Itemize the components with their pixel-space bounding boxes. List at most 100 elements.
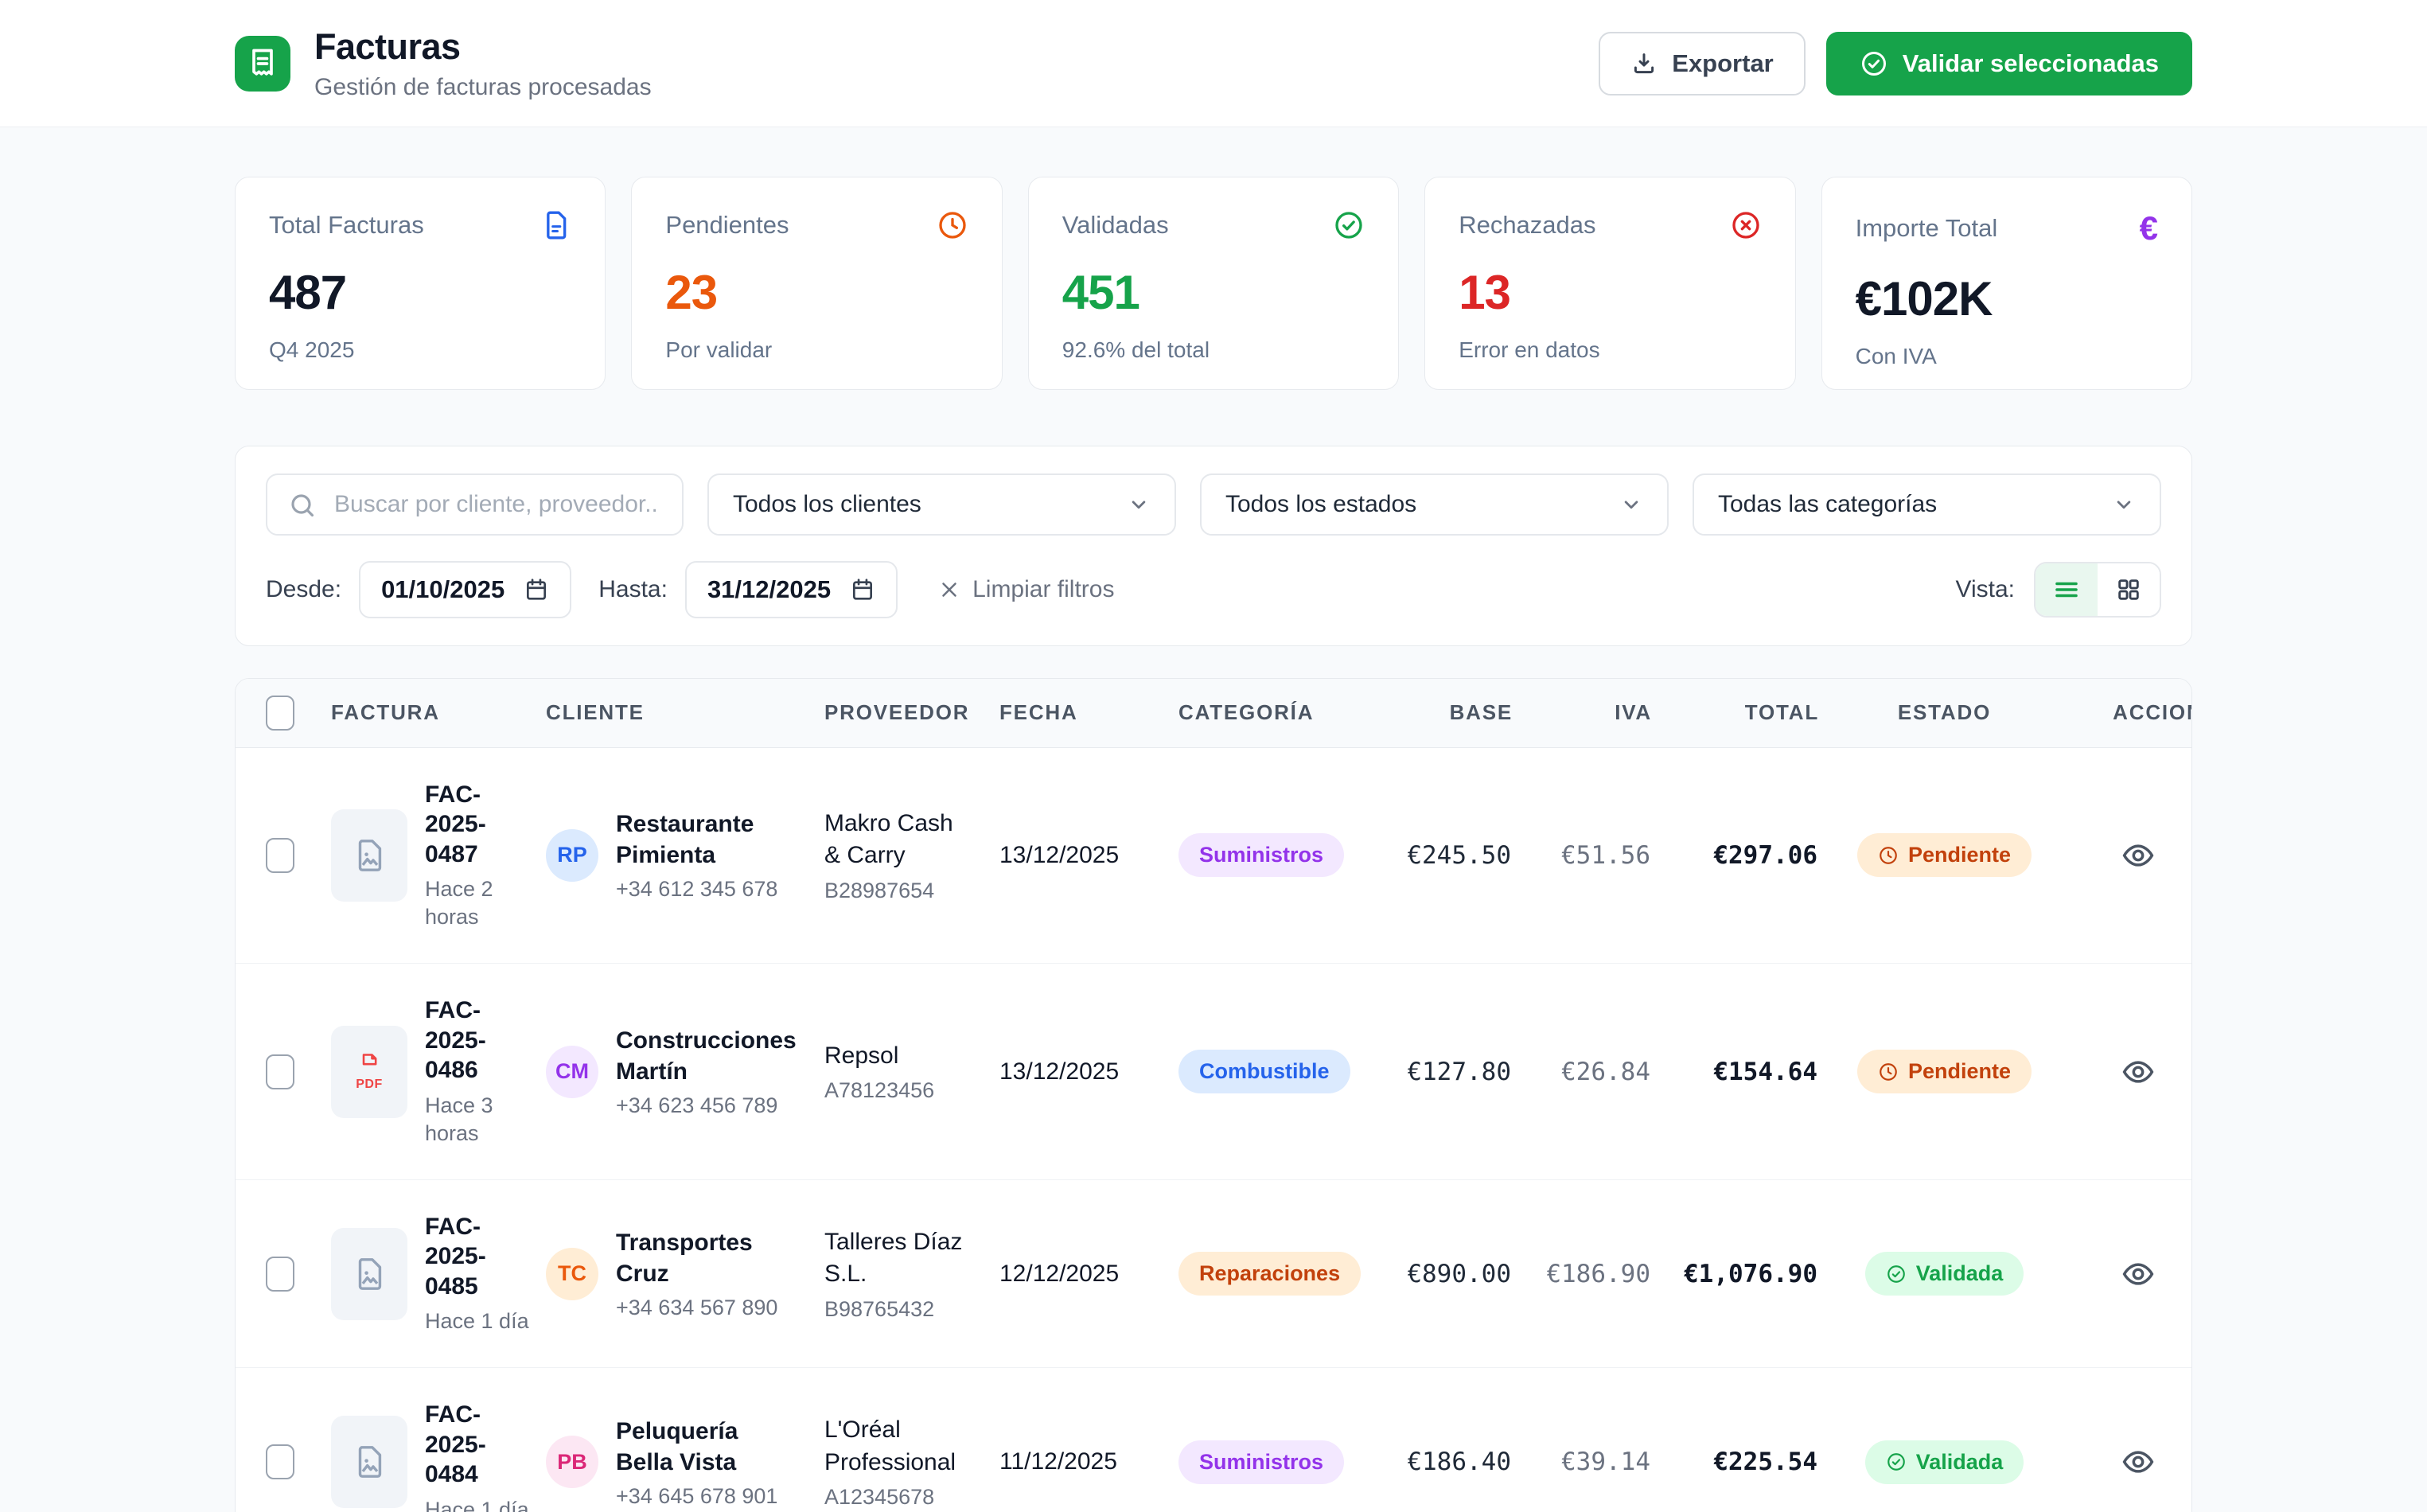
invoices-table: FACTURA CLIENTE PROVEEDOR FECHA CATEGORÍ…: [236, 679, 2191, 1512]
col-acciones: ACCIONES: [2070, 679, 2191, 748]
invoice-date: 13/12/2025: [999, 963, 1178, 1180]
invoice-thumbnail: [331, 1416, 407, 1509]
eye-icon: [2121, 1054, 2156, 1089]
stat-sub: Con IVA: [1855, 344, 1937, 368]
row-checkbox[interactable]: [266, 1444, 294, 1480]
clock-icon: [937, 209, 968, 241]
chevron-down-icon: [1619, 493, 1643, 516]
status-label: Validada: [1915, 1449, 2004, 1474]
check-circle-icon: [1886, 1264, 1907, 1284]
client-phone: +34 612 345 678: [616, 877, 778, 902]
status-label: Pendiente: [1907, 1059, 2012, 1084]
status-select[interactable]: Todos los estados: [1200, 473, 1669, 536]
status-badge: Pendiente: [1856, 833, 2032, 878]
col-fecha: FECHA: [999, 679, 1178, 748]
validate-selected-button[interactable]: Validar seleccionadas: [1825, 31, 2192, 95]
clients-select[interactable]: Todos los clientes: [707, 473, 1176, 536]
invoice-app-icon: [235, 35, 290, 92]
stat-sub: 92.6% del total: [1062, 337, 1210, 362]
chevron-down-icon: [1127, 493, 1151, 516]
invoice-thumbnail: [331, 1227, 407, 1320]
categories-select[interactable]: Todas las categorías: [1693, 473, 2161, 536]
base-amount: €127.80: [1346, 963, 1513, 1180]
validate-button-label: Validar seleccionadas: [1902, 49, 2159, 77]
grid-view-button[interactable]: [2098, 563, 2160, 616]
client-name: Transportes Cruz: [616, 1229, 753, 1288]
pdf-file-icon: [356, 1052, 383, 1074]
search-input[interactable]: [266, 473, 684, 536]
client-phone: +34 623 456 789: [616, 1093, 778, 1118]
stat-sub: Error en datos: [1459, 337, 1600, 362]
total-amount: €154.64: [1652, 963, 1819, 1180]
view-toggle: [2034, 562, 2161, 618]
row-checkbox[interactable]: [266, 1256, 294, 1292]
col-proveedor: PROVEEDOR: [824, 679, 999, 748]
status-badge: Validada: [1864, 1252, 2024, 1296]
stat-value: 451: [1062, 266, 1140, 319]
image-file-icon: [351, 837, 388, 874]
date-from-input[interactable]: 01/10/2025: [359, 561, 572, 618]
date-from-label: Desde:: [266, 576, 342, 602]
date-to-input[interactable]: 31/12/2025: [684, 561, 898, 618]
page-title: Facturas: [314, 25, 461, 67]
date-from-value: 01/10/2025: [381, 575, 505, 603]
export-button[interactable]: Exportar: [1599, 31, 1806, 95]
total-amount: €225.54: [1652, 1367, 1819, 1512]
stat-label: Total Facturas: [269, 211, 424, 239]
view-invoice-button[interactable]: [2121, 1444, 2156, 1479]
clear-filters-button[interactable]: Limpiar filtros: [937, 576, 1114, 603]
category-badge: Reparaciones: [1178, 1252, 1362, 1296]
col-total: TOTAL: [1652, 679, 1819, 748]
view-invoice-button[interactable]: [2121, 838, 2156, 873]
invoice-id: FAC-2025-0487: [425, 781, 486, 867]
view-invoice-button[interactable]: [2121, 1054, 2156, 1089]
iva-amount: €26.84: [1513, 963, 1652, 1180]
close-icon: [937, 578, 961, 602]
client-avatar: CM: [546, 1045, 598, 1098]
row-checkbox[interactable]: [266, 1054, 294, 1089]
invoice-id: FAC-2025-0486: [425, 997, 486, 1084]
image-file-icon: [351, 1256, 388, 1292]
table-row: FAC-2025-0485 Hace 1 día TC Transportes …: [236, 1179, 2191, 1369]
invoice-thumbnail: [331, 809, 407, 902]
eye-icon: [2121, 1257, 2156, 1292]
calendar-icon: [850, 577, 875, 602]
list-view-button[interactable]: [2035, 563, 2098, 616]
col-cliente: CLIENTE: [546, 679, 824, 748]
stat-label: Importe Total: [1855, 214, 1998, 242]
export-button-label: Exportar: [1672, 49, 1774, 77]
stat-sub: Por validar: [665, 337, 773, 362]
client-avatar: RP: [546, 828, 598, 882]
pdf-label: PDF: [356, 1077, 383, 1091]
col-factura: FACTURA: [331, 679, 546, 748]
stat-card-importe: Importe Total € €102K Con IVA: [1821, 177, 2192, 390]
stats-row: Total Facturas 487 Q4 2025 Pendientes 23…: [235, 177, 2192, 390]
invoice-id: FAC-2025-0485: [425, 1213, 486, 1300]
stat-card-rechazadas: Rechazadas 13 Error en datos: [1424, 177, 1796, 390]
image-file-icon: [351, 1444, 388, 1480]
provider-name: Makro Cash & Carry: [824, 809, 953, 869]
stat-card-pendientes: Pendientes 23 Por validar: [631, 177, 1003, 390]
eye-icon: [2121, 1444, 2156, 1479]
check-circle-icon: [1333, 209, 1365, 241]
client-name: Construcciones Martín: [616, 1027, 797, 1085]
provider-tax-id: B98765432: [824, 1296, 935, 1321]
base-amount: €890.00: [1346, 1179, 1513, 1369]
date-to-value: 31/12/2025: [707, 575, 832, 603]
invoice-thumbnail: PDF: [331, 1025, 407, 1118]
provider-tax-id: A78123456: [824, 1078, 935, 1103]
invoice-time: Hace 1 día: [425, 1497, 529, 1512]
row-checkbox[interactable]: [266, 837, 294, 873]
client-avatar: TC: [546, 1247, 598, 1300]
table-row: FAC-2025-0487 Hace 2 horas RP Restaurant…: [236, 747, 2191, 964]
iva-amount: €51.56: [1513, 747, 1652, 964]
stat-value: 487: [269, 266, 347, 319]
provider-name: L'Oréal Professional: [824, 1417, 956, 1475]
view-invoice-button[interactable]: [2121, 1257, 2156, 1292]
invoice-time: Hace 3 horas: [425, 1093, 493, 1145]
table-row: FAC-2025-0484 Hace 1 día PB Peluquería B…: [236, 1367, 2191, 1512]
select-all-checkbox[interactable]: [266, 695, 294, 731]
category-badge: Suministros: [1178, 1440, 1345, 1484]
grid-icon: [2115, 576, 2142, 603]
status-badge: Pendiente: [1856, 1050, 2032, 1094]
